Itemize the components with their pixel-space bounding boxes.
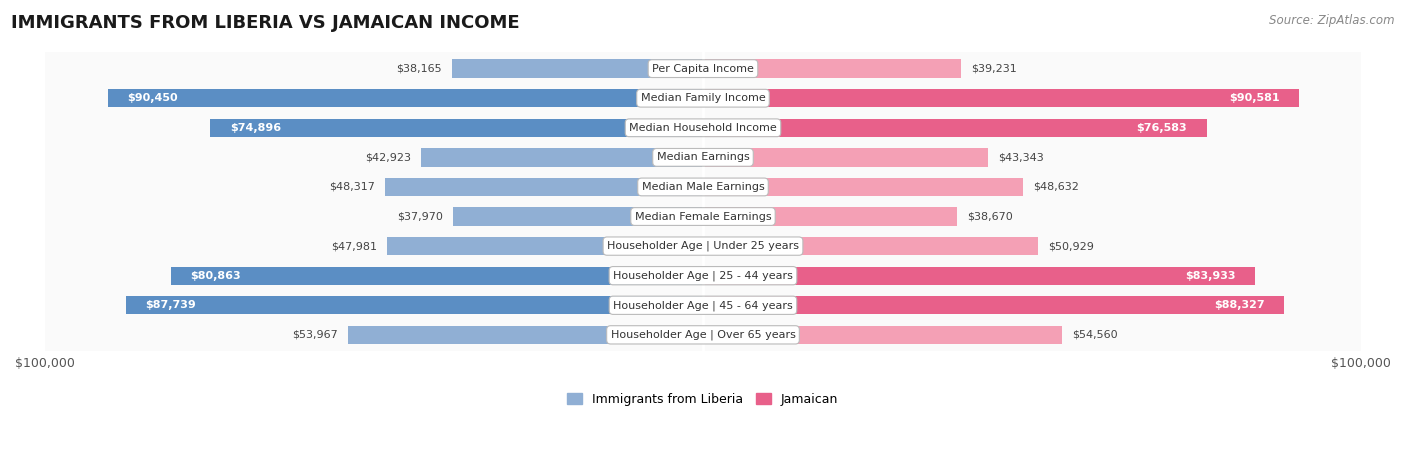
Text: Median Female Earnings: Median Female Earnings bbox=[634, 212, 772, 221]
Text: Per Capita Income: Per Capita Income bbox=[652, 64, 754, 74]
FancyBboxPatch shape bbox=[32, 0, 1374, 467]
Text: Householder Age | 25 - 44 years: Householder Age | 25 - 44 years bbox=[613, 270, 793, 281]
Text: Householder Age | Under 25 years: Householder Age | Under 25 years bbox=[607, 241, 799, 251]
Bar bbox=[703, 207, 957, 226]
Text: $37,970: $37,970 bbox=[398, 212, 443, 221]
Text: $87,739: $87,739 bbox=[145, 300, 195, 310]
Text: $47,981: $47,981 bbox=[332, 241, 377, 251]
FancyBboxPatch shape bbox=[32, 0, 1374, 467]
Text: $90,450: $90,450 bbox=[128, 93, 179, 103]
Text: $80,863: $80,863 bbox=[191, 271, 242, 281]
Bar bbox=[703, 267, 1256, 285]
Text: $43,343: $43,343 bbox=[998, 152, 1043, 163]
Text: Median Male Earnings: Median Male Earnings bbox=[641, 182, 765, 192]
Text: Householder Age | 45 - 64 years: Householder Age | 45 - 64 years bbox=[613, 300, 793, 311]
FancyBboxPatch shape bbox=[32, 0, 1374, 467]
Text: $50,929: $50,929 bbox=[1047, 241, 1094, 251]
FancyBboxPatch shape bbox=[32, 0, 1374, 467]
Text: Householder Age | Over 65 years: Householder Age | Over 65 years bbox=[610, 330, 796, 340]
Bar bbox=[453, 207, 703, 226]
Text: $38,670: $38,670 bbox=[967, 212, 1014, 221]
Text: Median Household Income: Median Household Income bbox=[628, 123, 778, 133]
Bar bbox=[347, 325, 703, 344]
Text: $48,317: $48,317 bbox=[329, 182, 375, 192]
Bar bbox=[125, 296, 703, 314]
Bar bbox=[703, 119, 1206, 137]
Bar bbox=[703, 296, 1284, 314]
Bar bbox=[703, 89, 1299, 107]
Text: IMMIGRANTS FROM LIBERIA VS JAMAICAN INCOME: IMMIGRANTS FROM LIBERIA VS JAMAICAN INCO… bbox=[11, 14, 520, 32]
Text: Median Family Income: Median Family Income bbox=[641, 93, 765, 103]
Text: $76,583: $76,583 bbox=[1136, 123, 1187, 133]
Text: Median Earnings: Median Earnings bbox=[657, 152, 749, 163]
Text: $54,560: $54,560 bbox=[1071, 330, 1118, 340]
FancyBboxPatch shape bbox=[32, 0, 1374, 467]
Bar bbox=[703, 59, 962, 78]
Bar bbox=[703, 148, 988, 167]
Text: $48,632: $48,632 bbox=[1033, 182, 1078, 192]
Bar bbox=[108, 89, 703, 107]
FancyBboxPatch shape bbox=[32, 0, 1374, 467]
FancyBboxPatch shape bbox=[32, 0, 1374, 467]
Text: $42,923: $42,923 bbox=[364, 152, 411, 163]
Text: $39,231: $39,231 bbox=[972, 64, 1017, 74]
FancyBboxPatch shape bbox=[32, 0, 1374, 467]
Legend: Immigrants from Liberia, Jamaican: Immigrants from Liberia, Jamaican bbox=[562, 388, 844, 410]
Bar bbox=[385, 178, 703, 196]
FancyBboxPatch shape bbox=[32, 0, 1374, 467]
Bar bbox=[703, 178, 1024, 196]
Text: $88,327: $88,327 bbox=[1213, 300, 1264, 310]
Text: $53,967: $53,967 bbox=[292, 330, 337, 340]
Bar bbox=[172, 267, 703, 285]
Text: $90,581: $90,581 bbox=[1229, 93, 1279, 103]
Text: $83,933: $83,933 bbox=[1185, 271, 1236, 281]
Bar bbox=[703, 237, 1038, 255]
Bar bbox=[451, 59, 703, 78]
Text: $74,896: $74,896 bbox=[229, 123, 281, 133]
Bar bbox=[209, 119, 703, 137]
FancyBboxPatch shape bbox=[32, 0, 1374, 467]
Bar bbox=[420, 148, 703, 167]
Bar bbox=[703, 325, 1062, 344]
Text: Source: ZipAtlas.com: Source: ZipAtlas.com bbox=[1270, 14, 1395, 27]
Bar bbox=[387, 237, 703, 255]
Text: $38,165: $38,165 bbox=[396, 64, 441, 74]
